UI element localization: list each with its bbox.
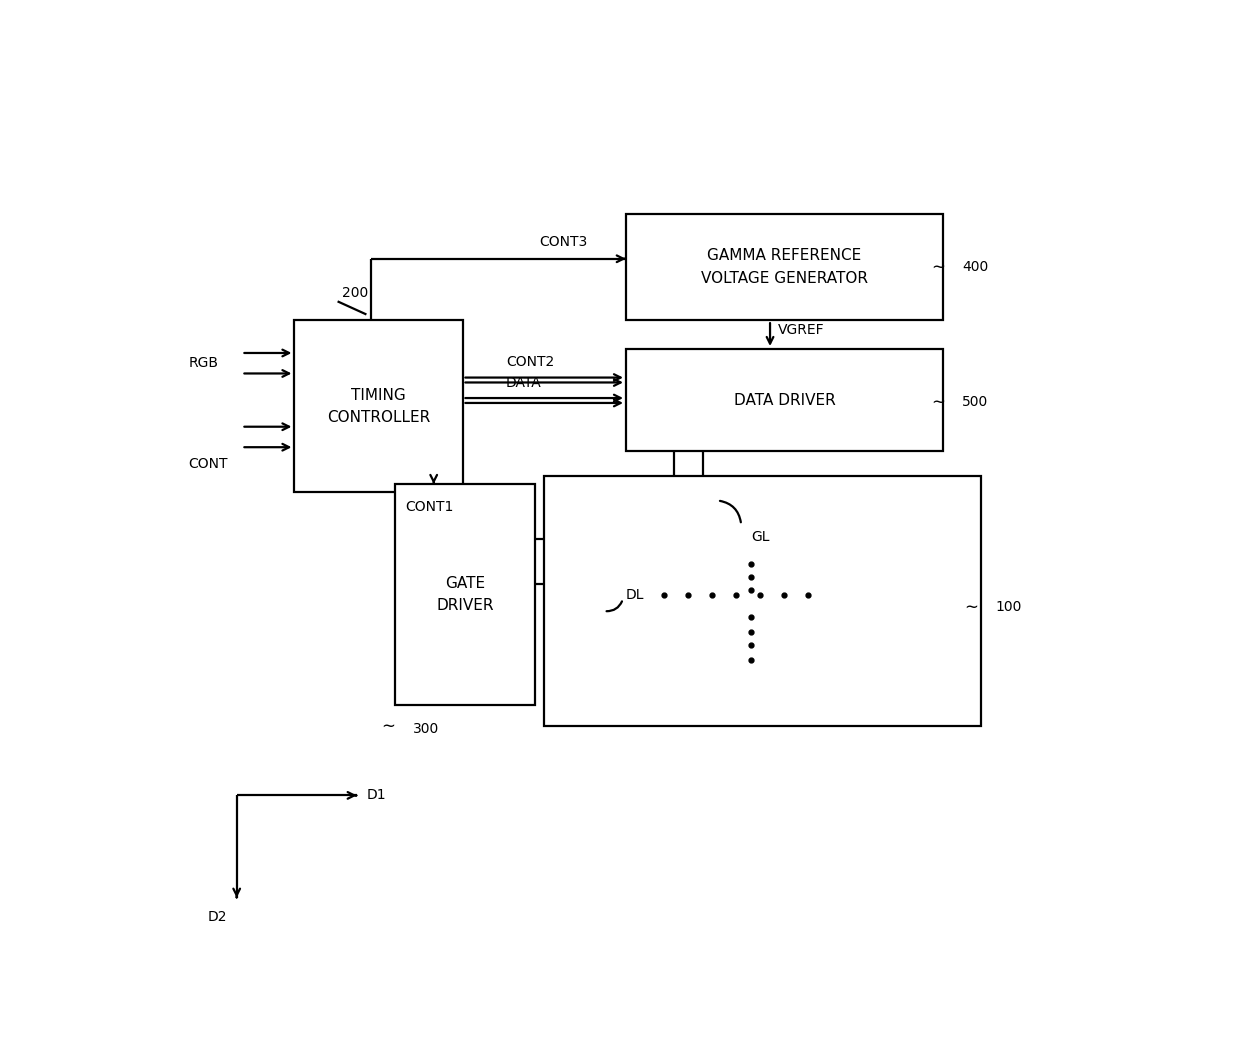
- Text: D2: D2: [207, 910, 227, 925]
- Text: VGREF: VGREF: [777, 323, 825, 337]
- Text: CONT3: CONT3: [539, 235, 588, 249]
- Text: GAMMA REFERENCE
VOLTAGE GENERATOR: GAMMA REFERENCE VOLTAGE GENERATOR: [701, 248, 868, 285]
- Text: 300: 300: [413, 721, 439, 735]
- Text: CONT1: CONT1: [404, 500, 454, 515]
- Text: ∼: ∼: [965, 598, 978, 616]
- Text: RGB: RGB: [188, 356, 218, 370]
- FancyBboxPatch shape: [396, 484, 534, 705]
- Text: 100: 100: [996, 600, 1022, 614]
- Text: GATE
DRIVER: GATE DRIVER: [436, 576, 494, 613]
- Text: ∼: ∼: [931, 393, 945, 411]
- Text: GL: GL: [751, 530, 769, 545]
- Text: 400: 400: [962, 260, 988, 273]
- Text: 200: 200: [342, 286, 368, 300]
- FancyBboxPatch shape: [294, 320, 463, 493]
- Text: 500: 500: [962, 395, 988, 410]
- Text: DATA: DATA: [506, 376, 542, 389]
- Text: DATA DRIVER: DATA DRIVER: [734, 393, 836, 408]
- Text: D1: D1: [367, 788, 386, 802]
- Text: TIMING
CONTROLLER: TIMING CONTROLLER: [327, 387, 430, 425]
- Text: ∼: ∼: [382, 717, 396, 735]
- FancyBboxPatch shape: [626, 349, 944, 451]
- Text: DL: DL: [626, 587, 645, 601]
- Text: CONT2: CONT2: [506, 355, 554, 369]
- FancyBboxPatch shape: [626, 214, 944, 320]
- Text: ∼: ∼: [931, 257, 945, 276]
- FancyBboxPatch shape: [544, 476, 982, 726]
- Text: CONT: CONT: [188, 456, 228, 470]
